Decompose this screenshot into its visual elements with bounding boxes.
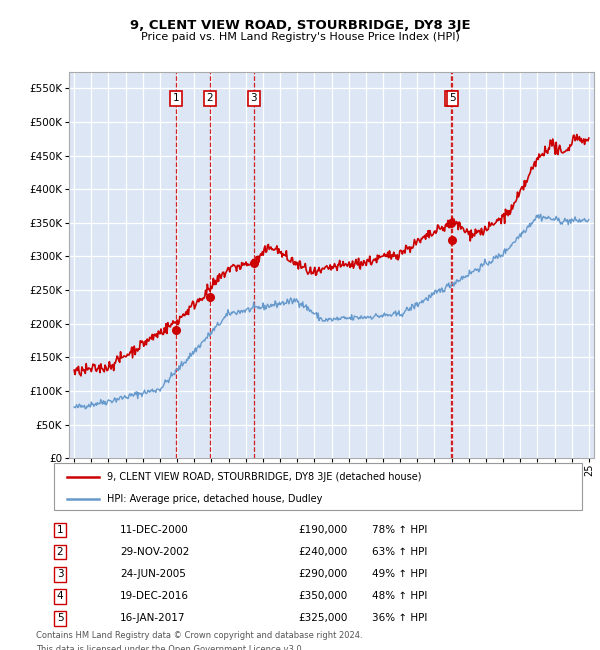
- Text: Price paid vs. HM Land Registry's House Price Index (HPI): Price paid vs. HM Land Registry's House …: [140, 32, 460, 42]
- Text: 78% ↑ HPI: 78% ↑ HPI: [372, 525, 427, 535]
- Text: £350,000: £350,000: [299, 592, 348, 601]
- Text: 49% ↑ HPI: 49% ↑ HPI: [372, 569, 427, 579]
- Text: 36% ↑ HPI: 36% ↑ HPI: [372, 614, 427, 623]
- Text: 9, CLENT VIEW ROAD, STOURBRIDGE, DY8 3JE: 9, CLENT VIEW ROAD, STOURBRIDGE, DY8 3JE: [130, 20, 470, 32]
- Text: 24-JUN-2005: 24-JUN-2005: [120, 569, 186, 579]
- Text: 9, CLENT VIEW ROAD, STOURBRIDGE, DY8 3JE (detached house): 9, CLENT VIEW ROAD, STOURBRIDGE, DY8 3JE…: [107, 471, 421, 482]
- Text: HPI: Average price, detached house, Dudley: HPI: Average price, detached house, Dudl…: [107, 493, 322, 504]
- Text: 2: 2: [56, 547, 64, 557]
- Text: 5: 5: [449, 94, 456, 103]
- Text: 2: 2: [207, 94, 214, 103]
- Text: £190,000: £190,000: [299, 525, 348, 535]
- Text: £240,000: £240,000: [299, 547, 348, 557]
- Text: £325,000: £325,000: [299, 614, 348, 623]
- Text: 3: 3: [56, 569, 64, 579]
- Text: 16-JAN-2017: 16-JAN-2017: [120, 614, 185, 623]
- Text: £290,000: £290,000: [299, 569, 348, 579]
- Text: 5: 5: [56, 614, 64, 623]
- Text: 63% ↑ HPI: 63% ↑ HPI: [372, 547, 427, 557]
- Text: 11-DEC-2000: 11-DEC-2000: [120, 525, 189, 535]
- Text: Contains HM Land Registry data © Crown copyright and database right 2024.: Contains HM Land Registry data © Crown c…: [36, 630, 362, 640]
- Text: 3: 3: [251, 94, 257, 103]
- Text: 29-NOV-2002: 29-NOV-2002: [120, 547, 190, 557]
- Text: 19-DEC-2016: 19-DEC-2016: [120, 592, 189, 601]
- Text: 1: 1: [56, 525, 64, 535]
- Text: 48% ↑ HPI: 48% ↑ HPI: [372, 592, 427, 601]
- Text: This data is licensed under the Open Government Licence v3.0.: This data is licensed under the Open Gov…: [36, 645, 304, 650]
- Text: 4: 4: [56, 592, 64, 601]
- Text: 4: 4: [448, 94, 454, 103]
- FancyBboxPatch shape: [54, 463, 582, 510]
- Text: 1: 1: [173, 94, 179, 103]
